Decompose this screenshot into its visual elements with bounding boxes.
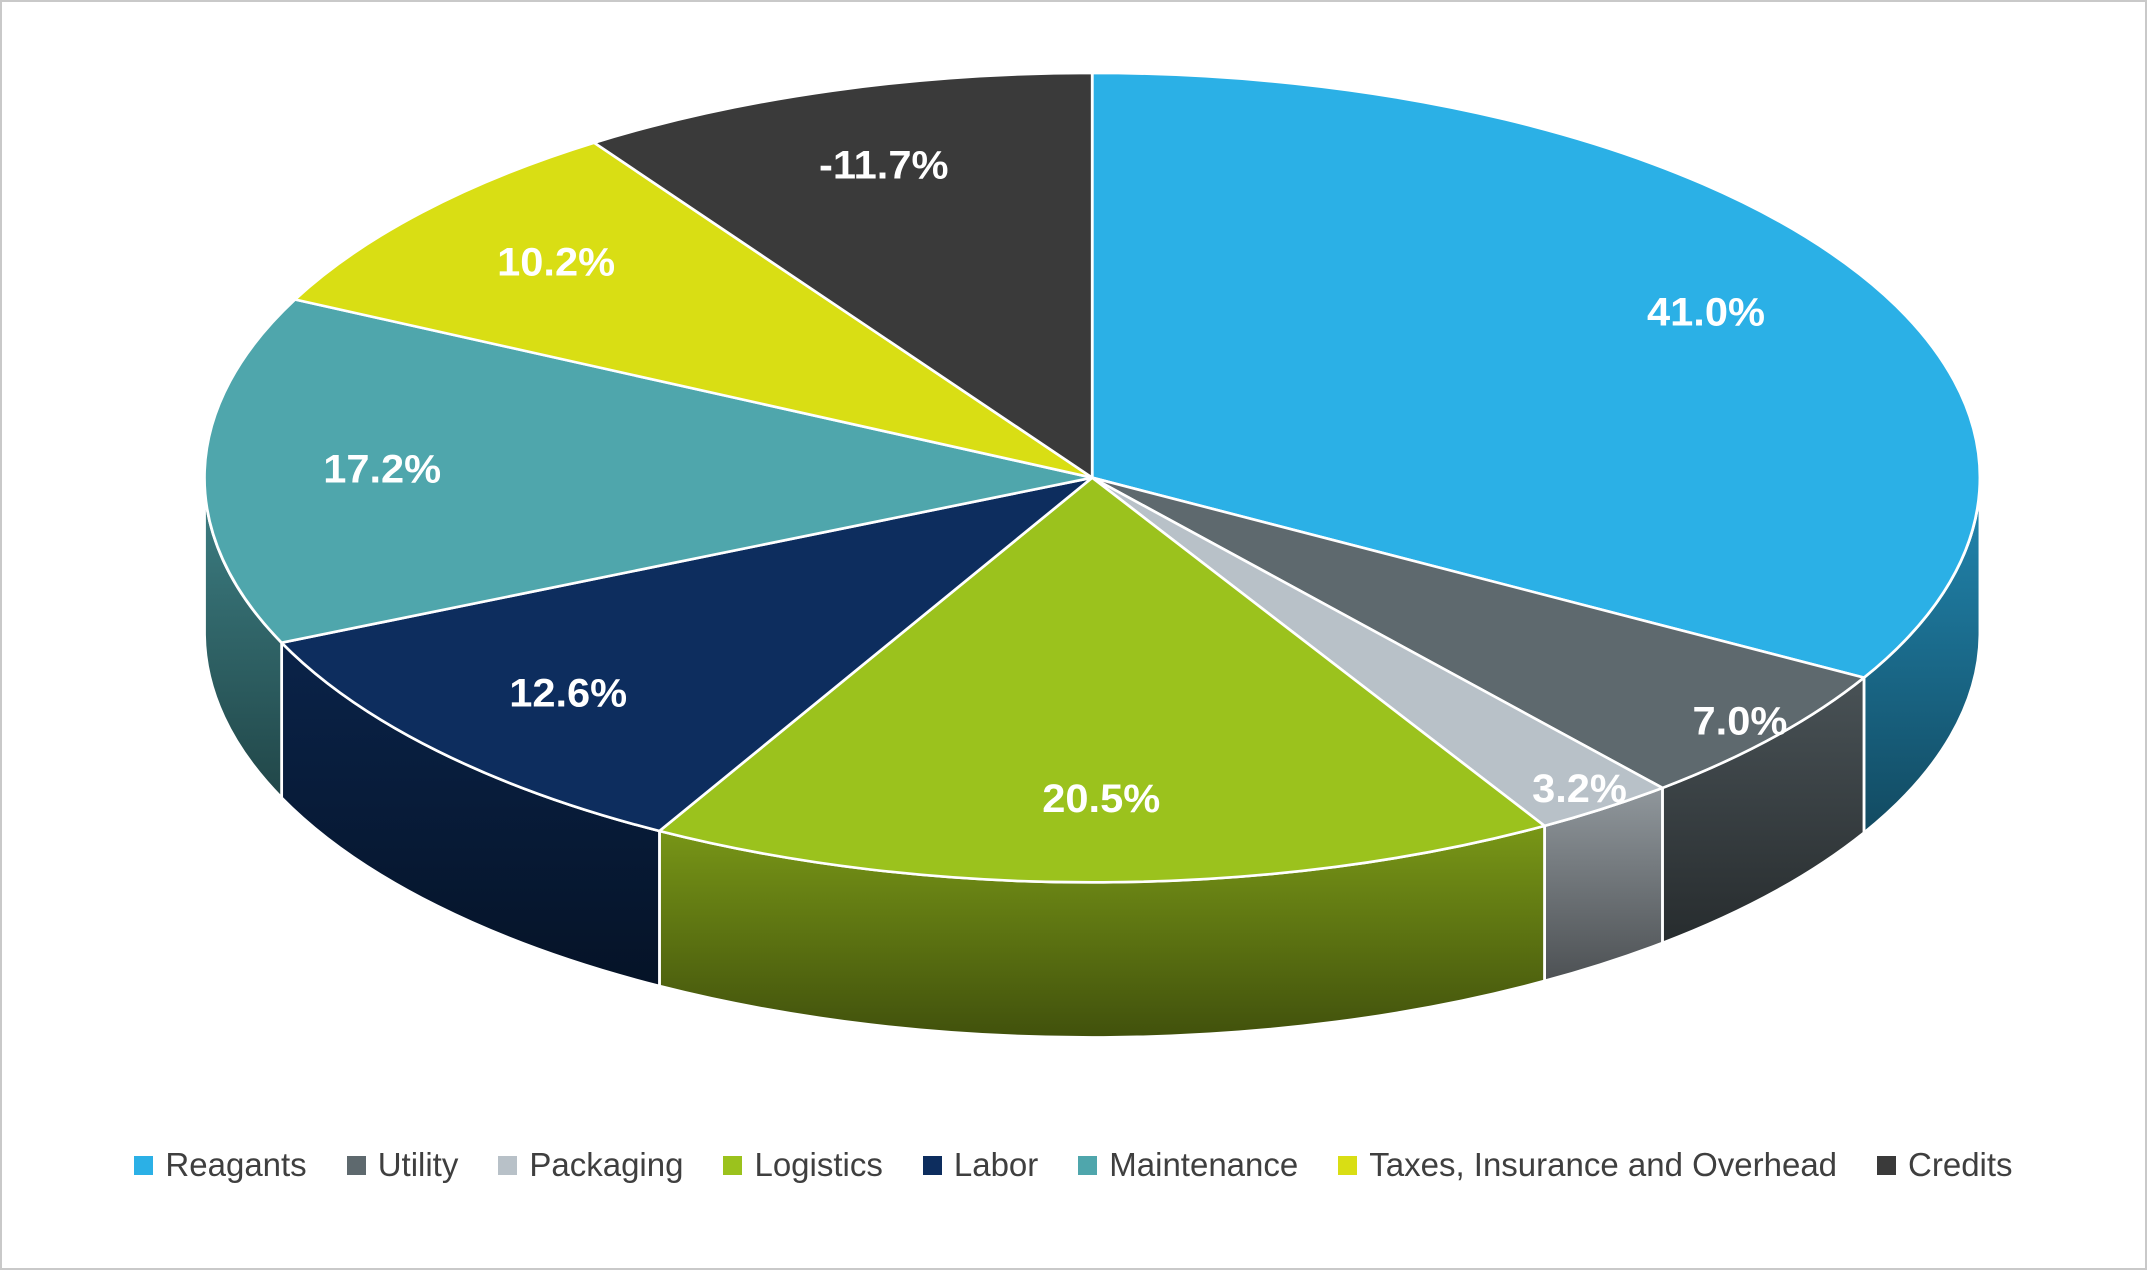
pie-slice-taxes-insurance-and-overhead [293, 141, 1094, 479]
legend-item-credits: Credits [1877, 1146, 2013, 1184]
legend-swatch [346, 1155, 366, 1175]
legend-label: Reagants [165, 1146, 307, 1183]
legend-swatch [1078, 1155, 1098, 1175]
legend-swatch [498, 1155, 518, 1175]
legend-label: Credits [1908, 1146, 2013, 1183]
pie-chart-area: 41.0% 7.0% 3.2% 20.5% 12.6% 17.2% 10.2% -11.7% [2, 2, 2145, 1090]
legend-label: Taxes, Insurance and Overhead [1369, 1146, 1838, 1183]
legend-label: Logistics [754, 1146, 883, 1183]
legend-label: Packaging [529, 1146, 684, 1183]
pie-label-maintenance: 17.2% [323, 446, 441, 491]
pie-slice-labor [280, 476, 1094, 833]
pie-label-reagants: 41.0% [1647, 289, 1765, 334]
legend-item-taxes-insurance-overhead: Taxes, Insurance and Overhead [1338, 1146, 1837, 1184]
legend-label: Utility [377, 1146, 459, 1183]
legend-item-utility: Utility [346, 1146, 459, 1184]
pie-chart-3d: 41.0% 7.0% 3.2% 20.5% 12.6% 17.2% 10.2% -11.7% [203, 71, 1982, 1039]
legend-item-maintenance: Maintenance [1078, 1146, 1298, 1184]
legend-item-labor: Labor [922, 1146, 1039, 1184]
pie-label-packaging: 3.2% [1532, 766, 1627, 811]
pie-label-utility: 7.0% [1693, 698, 1788, 743]
legend-item-reagants: Reagants [134, 1146, 307, 1184]
legend-label: Maintenance [1109, 1146, 1299, 1183]
legend-swatch [134, 1155, 154, 1175]
chart-legend: Reagants Utility Packaging Logistics Lab… [2, 1090, 2145, 1268]
legend-item-packaging: Packaging [498, 1146, 683, 1184]
pie-slice-maintenance [203, 298, 1094, 645]
legend-item-logistics: Logistics [723, 1146, 883, 1184]
legend-swatch [922, 1155, 942, 1175]
legend-swatch [723, 1155, 743, 1175]
legend-swatch [1338, 1155, 1358, 1175]
pie-label-taxes-insurance-and-overhead: 10.2% [497, 240, 615, 285]
pie-slice-utility [1090, 476, 1866, 790]
pie-slice-credits [592, 71, 1094, 479]
legend-label: Labor [953, 1146, 1039, 1183]
pie-label-labor: 12.6% [509, 671, 627, 716]
pie-slice-reagants [1090, 71, 1982, 679]
pie-label-credits: -11.7% [819, 143, 949, 188]
pie-label-logistics: 20.5% [1042, 776, 1160, 821]
pie-slice-logistics [658, 476, 1546, 884]
legend-swatch [1877, 1155, 1897, 1175]
